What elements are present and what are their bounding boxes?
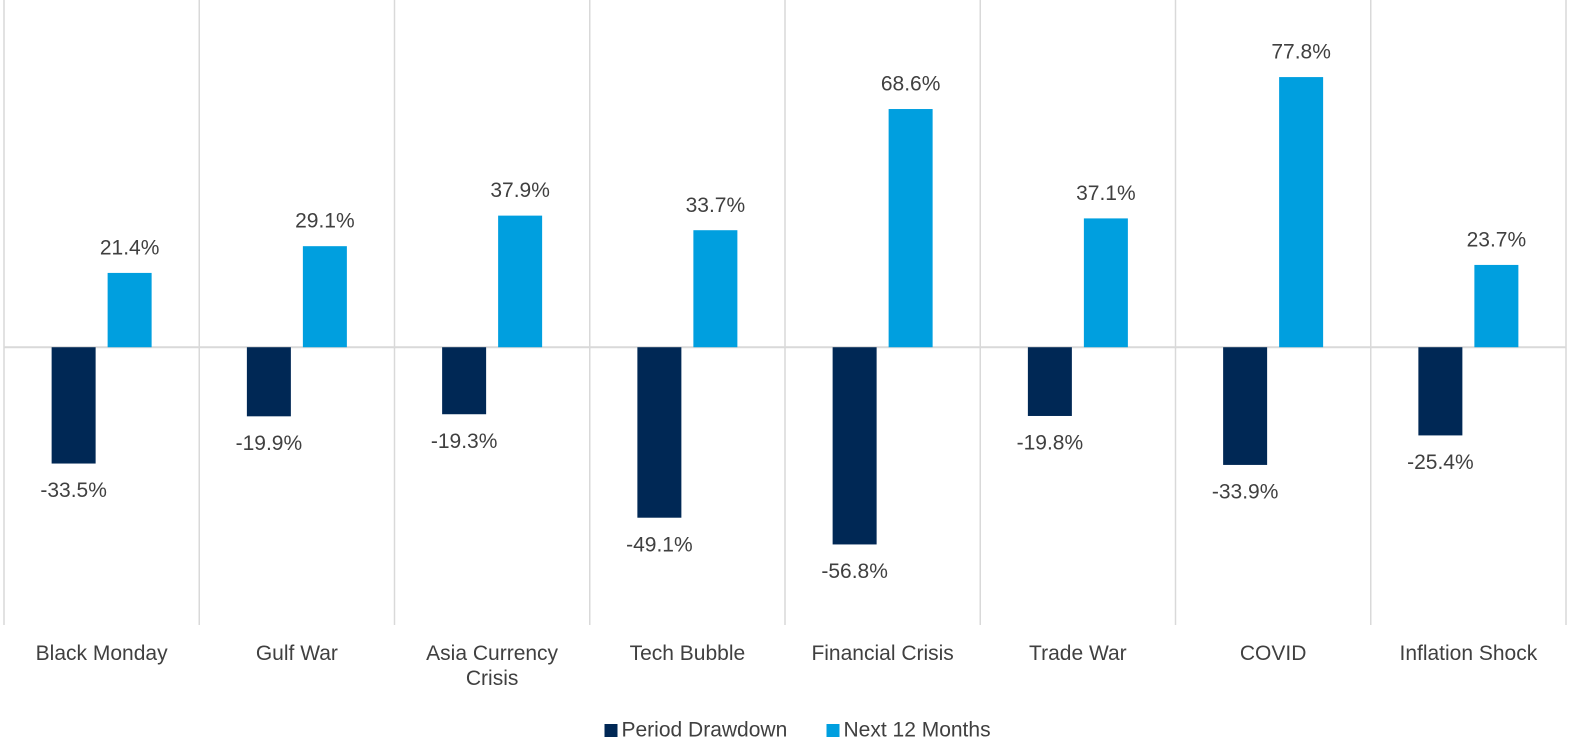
- legend-swatch: [604, 724, 618, 737]
- bar: [246, 347, 291, 417]
- bar: [1279, 77, 1324, 348]
- x-tick-label: Inflation Shock: [1399, 642, 1538, 665]
- value-label: 29.1%: [295, 210, 355, 233]
- value-label: -19.3%: [431, 430, 498, 453]
- legend-label: Period Drawdown: [622, 719, 788, 742]
- bar: [888, 109, 933, 348]
- bar: [1027, 347, 1072, 416]
- x-tick-label: Black Monday: [35, 642, 168, 665]
- bar: [442, 347, 487, 415]
- value-label: 23.7%: [1467, 228, 1527, 251]
- bar: [1083, 218, 1128, 348]
- value-label: -33.5%: [40, 479, 107, 502]
- value-label: -49.1%: [626, 533, 693, 556]
- value-label: 68.6%: [881, 73, 941, 96]
- bar: [1474, 264, 1519, 348]
- x-tick-label: Asia Currency Crisis: [426, 642, 559, 690]
- value-label: 37.1%: [1076, 182, 1136, 205]
- x-tick-label: Trade War: [1029, 642, 1127, 665]
- x-tick-label: Financial Crisis: [811, 642, 954, 665]
- value-label: -19.9%: [236, 432, 303, 455]
- x-tick-label: Gulf War: [255, 642, 338, 665]
- value-label: -33.9%: [1212, 480, 1279, 503]
- bar: [637, 347, 682, 518]
- value-label: -56.8%: [821, 560, 888, 583]
- value-label: 21.4%: [100, 236, 160, 259]
- x-tick-label: COVID: [1239, 642, 1307, 665]
- x-tick-label: Tech Bubble: [629, 642, 746, 665]
- bar: [1223, 347, 1268, 465]
- bar: [51, 347, 96, 464]
- value-label: 37.9%: [490, 179, 550, 202]
- value-label: -25.4%: [1407, 451, 1474, 474]
- value-label: -19.8%: [1017, 432, 1084, 455]
- bar: [498, 215, 543, 348]
- bar: [107, 272, 152, 348]
- bar: [832, 347, 877, 545]
- bar: [1418, 347, 1463, 436]
- bar: [302, 246, 347, 348]
- value-label: 33.7%: [686, 194, 746, 217]
- bar: [693, 230, 738, 348]
- value-label: 77.8%: [1271, 41, 1331, 64]
- legend-swatch: [826, 724, 840, 737]
- legend-label: Next 12 Months: [844, 719, 991, 742]
